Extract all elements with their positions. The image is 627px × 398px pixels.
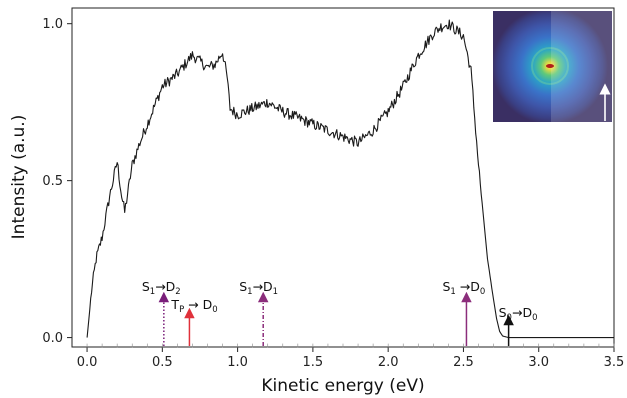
x-tick-label: 3.0 — [528, 355, 549, 370]
transition-label: S1→D1 — [239, 279, 278, 297]
x-tick-label: 0.5 — [152, 355, 173, 370]
transition-label: S1→D2 — [142, 279, 181, 297]
x-tick-label: 0.0 — [77, 355, 98, 370]
transition-label-main: S — [442, 279, 450, 294]
transition-label-sub: 0 — [507, 313, 512, 323]
transition-label-sub: 1 — [247, 287, 252, 297]
y-tick-label: 0.5 — [42, 174, 63, 189]
y-tick-label: 1.0 — [42, 17, 63, 32]
transition-label-main: S — [239, 279, 247, 294]
transition-label-sub: 0 — [480, 287, 485, 297]
series-layer — [86, 19, 614, 339]
transition-label-sub: P — [179, 305, 184, 315]
transition-label: TP → D0 — [170, 297, 217, 315]
transition-label-arrow: →D — [512, 305, 532, 320]
transition-label-arrow: →D — [456, 279, 480, 294]
x-tick-label: 1.0 — [227, 355, 248, 370]
transition-label-sub: 1 — [150, 287, 155, 297]
y-tick-label: 0.0 — [42, 331, 63, 346]
transition-label-main: S — [142, 279, 150, 294]
transition-label-sub: 1 — [450, 287, 455, 297]
inset-symmetrized-half — [551, 11, 612, 122]
x-tick-label: 2.5 — [453, 355, 474, 370]
transition-label: S0→D0 — [499, 305, 538, 323]
transition-label-sub: 1 — [273, 287, 278, 297]
transition-label-main: S — [499, 305, 507, 320]
transition-label-sub: 0 — [212, 305, 217, 315]
transition-label-main: T — [170, 297, 179, 312]
inset-vmi-image — [493, 11, 612, 122]
transition-label-arrow: →D — [253, 279, 273, 294]
transition-label-sub: 2 — [175, 287, 180, 297]
inset-vmi-center — [546, 64, 554, 68]
transition-label-sub: 0 — [532, 313, 537, 323]
x-tick-label: 2.0 — [378, 355, 399, 370]
y-axis-ticks: 0.0 0.5 1.0 — [42, 17, 72, 346]
transition-label: S1 →D0 — [442, 279, 485, 297]
y-axis-label: Intensity (a.u.) — [9, 115, 29, 240]
x-axis-label: Kinetic energy (eV) — [261, 376, 424, 396]
x-axis-ticks: 0.0 0.5 1.0 1.5 2.0 2.5 3.0 3.5 — [77, 343, 625, 370]
x-tick-label: 3.5 — [604, 355, 625, 370]
inset-vmi-ring — [531, 47, 569, 85]
transition-label-arrow: →D — [155, 279, 175, 294]
x-tick-label: 1.5 — [303, 355, 324, 370]
series-line — [86, 19, 614, 339]
transition-label-arrow: → D — [184, 297, 212, 312]
